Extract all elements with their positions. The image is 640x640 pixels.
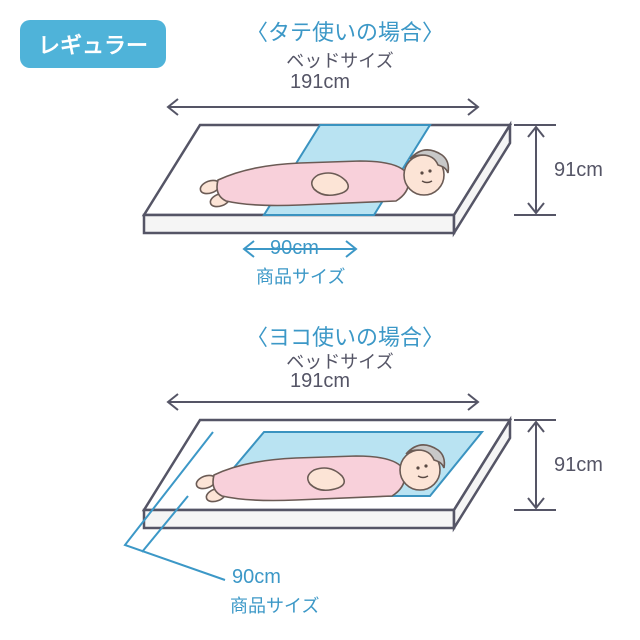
- top-product-label: 商品サイズ: [256, 263, 345, 289]
- bottom-length: 191cm: [290, 370, 350, 393]
- top-length: 191cm: [290, 71, 350, 94]
- bottom-product-dim: 90cm: [232, 566, 281, 589]
- bottom-width: 91cm: [554, 454, 603, 477]
- vertical-use-section: 〈タテ使いの場合〉 ベッドサイズ 191cm 91cm 90cm 商品サイズ: [0, 15, 640, 315]
- bottom-product-label: 商品サイズ: [230, 592, 319, 618]
- horizontal-use-section: 〈ヨコ使いの場合〉 ベッドサイズ 191cm 91cm 90cm 商品サイズ: [0, 330, 640, 630]
- top-product-dim: 90cm: [270, 237, 319, 260]
- top-title: 〈タテ使いの場合〉: [215, 15, 475, 47]
- top-width: 91cm: [554, 159, 603, 182]
- top-bed-label: ベッドサイズ: [270, 47, 410, 73]
